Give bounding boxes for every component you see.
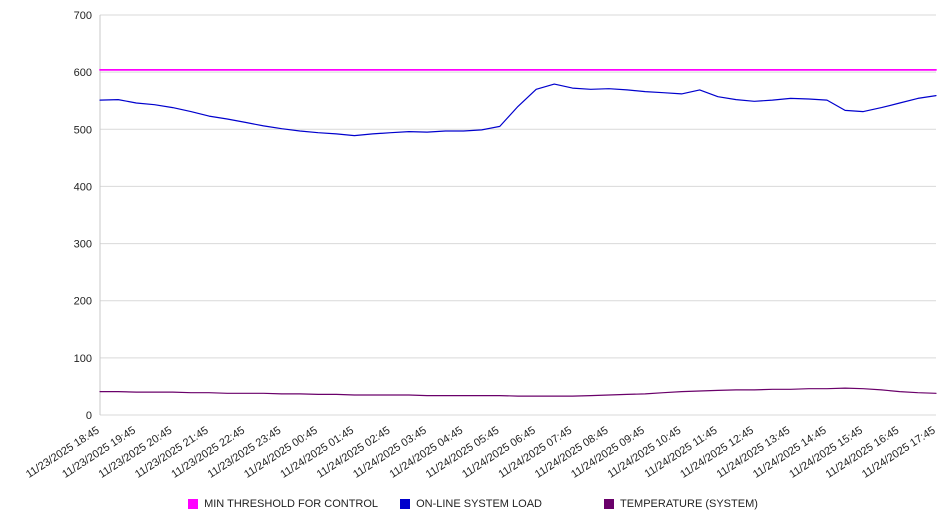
legend-label-temperature-system: TEMPERATURE (SYSTEM)	[619, 498, 758, 510]
y-tick-label: 400	[74, 181, 92, 193]
legend-swatch-min-threshold-icon	[188, 499, 199, 509]
legend-item-temperature-system: TEMPERATURE (SYSTEM)	[603, 498, 758, 510]
y-tick-label: 300	[74, 239, 92, 251]
legend-label-online-system-load: ON-LINE SYSTEM LOAD	[416, 498, 542, 510]
series-line-online-system-load	[99, 83, 937, 137]
series-line-temperature-system	[99, 387, 937, 397]
legend-swatch-temperature-system-icon	[603, 499, 614, 509]
y-tick-label: 500	[74, 124, 92, 136]
chart-legend: MIN THRESHOLD FOR CONTROL ON-LINE SYSTEM…	[0, 498, 946, 510]
legend-item-min-threshold: MIN THRESHOLD FOR CONTROL	[188, 498, 378, 510]
legend-label-min-threshold: MIN THRESHOLD FOR CONTROL	[204, 498, 379, 510]
legend-item-online-system-load: ON-LINE SYSTEM LOAD	[400, 498, 542, 510]
legend-swatch-online-system-load-icon	[400, 499, 411, 509]
y-tick-label: 700	[74, 10, 92, 22]
y-tick-label: 100	[74, 353, 92, 365]
y-tick-label: 600	[74, 67, 92, 79]
y-tick-label: 0	[86, 410, 92, 422]
y-tick-label: 200	[74, 296, 92, 308]
